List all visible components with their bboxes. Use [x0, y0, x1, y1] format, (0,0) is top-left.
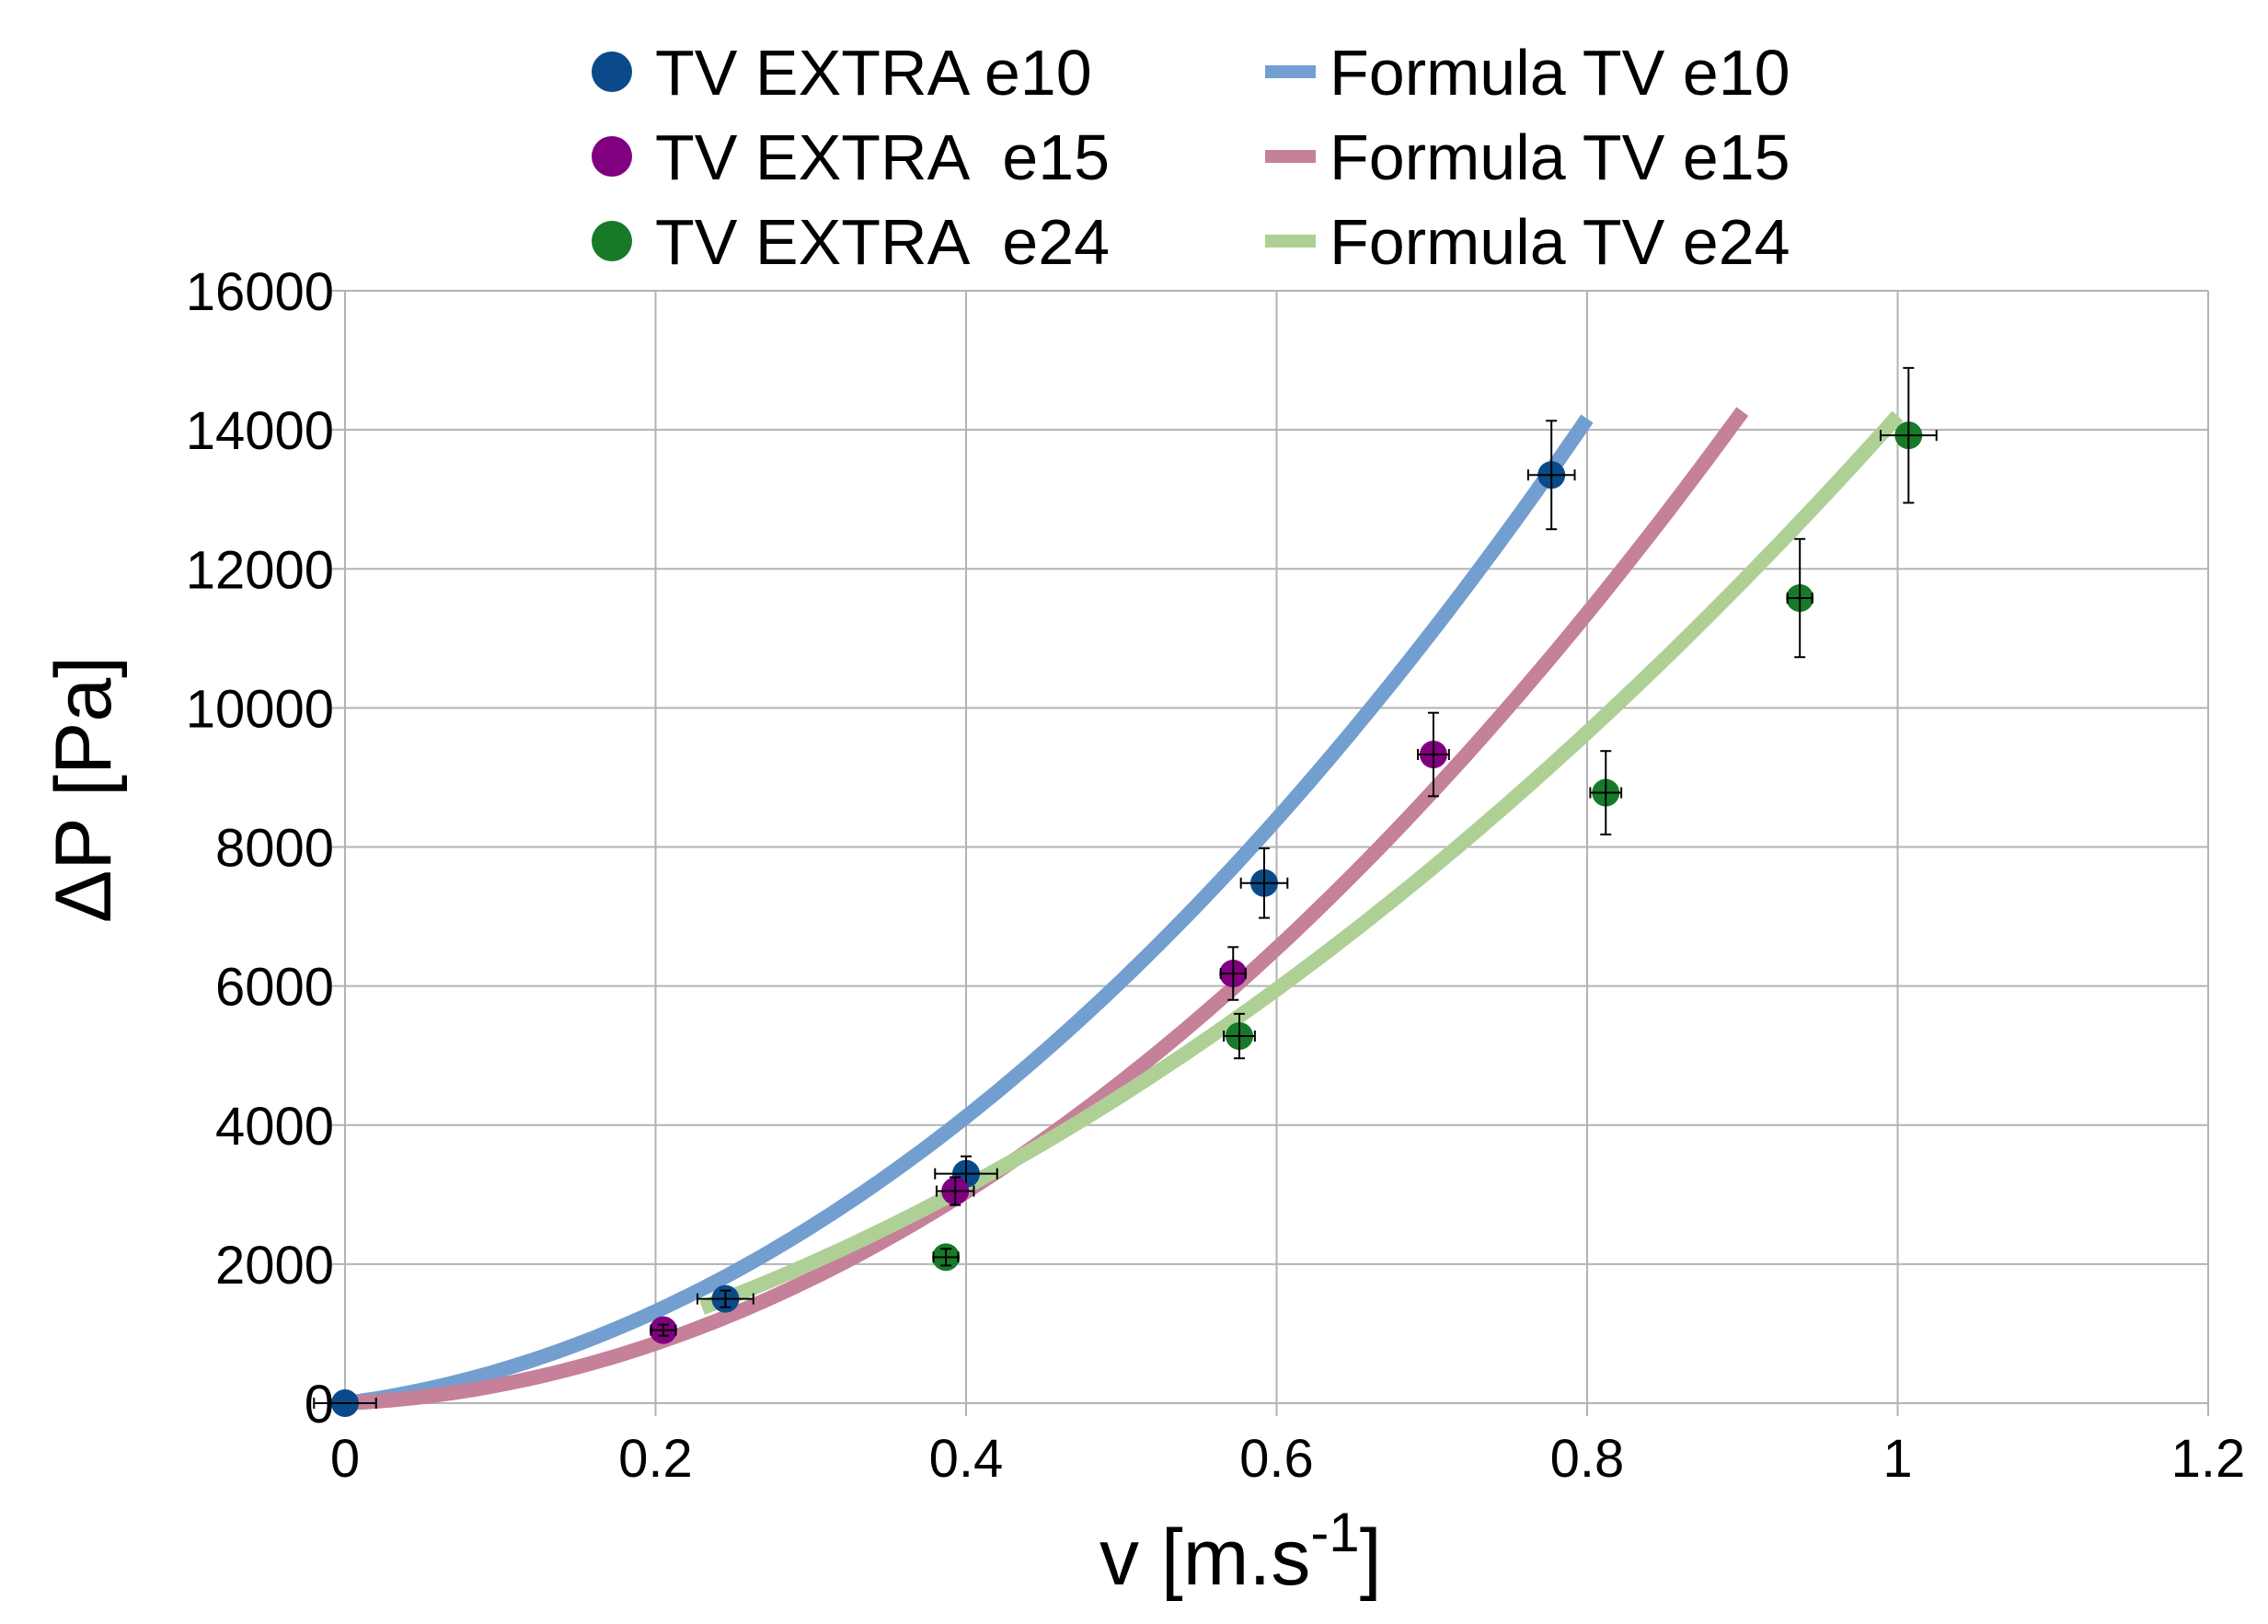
y-tick-label: 6000 [215, 958, 334, 1018]
x-tick-label: 0.6 [1239, 1429, 1314, 1489]
x-axis-title: v [m.s-1] [1099, 1502, 1382, 1602]
x-tick-label: 1.2 [2171, 1429, 2246, 1489]
x-tick-label: 0.2 [618, 1429, 693, 1489]
y-tick-label: 2000 [215, 1236, 334, 1296]
legend-label: Formula TV e10 [1330, 37, 1790, 109]
axes [332, 290, 2209, 1416]
legend-marker [592, 136, 632, 177]
legend-swatch-bar [1265, 150, 1313, 163]
curve-formula-tv-e24 [699, 410, 1904, 1315]
x-tick-label: 1 [1882, 1429, 1912, 1489]
curve-formula-tv-e10 [343, 414, 1594, 1411]
x-tick-label: 0.4 [929, 1429, 1004, 1489]
x-tick-label: 0.8 [1550, 1429, 1625, 1489]
x-axis-title-superscript: -1 [1310, 1502, 1359, 1563]
data-points [313, 366, 1938, 1417]
x-tick-label: 0 [330, 1429, 360, 1489]
y-tick-label: 16000 [186, 262, 334, 322]
legend-marker [592, 52, 632, 92]
legend-label: Formula TV e15 [1330, 121, 1790, 193]
legend-swatch-bar [1265, 235, 1313, 248]
legend-label: TV EXTRA e24 [655, 206, 1110, 278]
legend-label: Formula TV e24 [1330, 206, 1790, 278]
legend-label: TV EXTRA e10 [655, 37, 1092, 109]
y-tick-label: 14000 [186, 401, 334, 461]
fit-curves [343, 407, 1904, 1411]
y-tick-label: 10000 [186, 679, 334, 739]
y-tick-label: 8000 [215, 819, 334, 879]
legend-swatch-bar [1265, 65, 1313, 78]
y-tick-label: 0 [305, 1375, 334, 1434]
gridlines [345, 290, 2209, 1404]
curve-formula-tv-e15 [344, 407, 1749, 1411]
y-tick-label: 4000 [215, 1097, 334, 1157]
y-axis-title: ΔP [Pa] [40, 656, 128, 923]
tick-labels: 0 0.2 0.4 0.6 0.8 1 1.2 0 2000 4000 6000 8000 10000 1… [186, 262, 2246, 1489]
legend-label: TV EXTRA e15 [655, 121, 1110, 193]
y-tick-label: 12000 [186, 540, 334, 600]
legend-marker [592, 221, 632, 261]
axis-titles: v [m.s-1] ΔP [Pa] [40, 656, 1382, 1602]
legend: TV EXTRA e10 TV EXTRA e15 TV EXTRA e24 Form… [592, 37, 1790, 278]
